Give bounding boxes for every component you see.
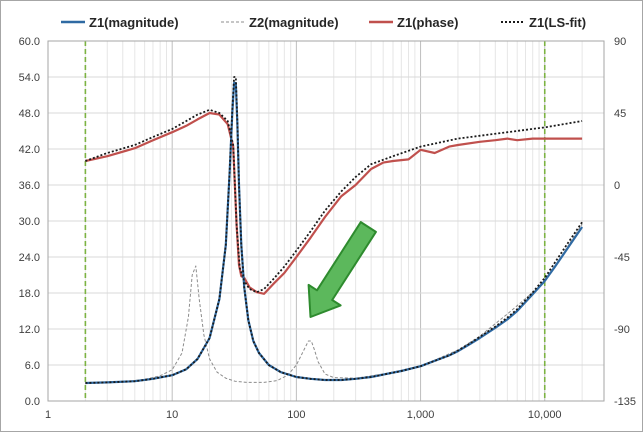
y2-tick-label: 0 <box>614 180 620 192</box>
series-line-z1-ls-fit-right-axis <box>85 108 583 294</box>
y-tick-label: 30.0 <box>19 216 40 228</box>
y-tick-label: 0.0 <box>25 396 40 408</box>
x-tick-label: 10 <box>166 409 178 421</box>
y-tick-label: 12.0 <box>19 324 40 336</box>
arrow-annotation-layer <box>307 221 377 318</box>
series-line-z1-magnitude-left-axis <box>85 81 584 385</box>
tick-labels: 0.0 6.0 12.0 18.0 24.0 30.0 36.0 42.0 48.0 54.0 60… <box>19 36 636 421</box>
legend-label: Z1(magnitude) <box>89 15 179 30</box>
series-line-z1-ls-fit-left-axis <box>85 76 583 384</box>
series-layer <box>85 76 584 385</box>
x-tick-label: 1,000 <box>407 409 435 421</box>
x-tick-label: 1 <box>45 409 51 421</box>
x-tick-label: 10,000 <box>528 409 562 421</box>
plot-area <box>47 40 605 402</box>
legend: Z1(magnitude) Z2(magnitude) Z1(phase) Z1(LS… <box>61 15 586 30</box>
y2-tick-label: 45 <box>614 108 626 120</box>
legend-item-z1-magnitude: Z1(magnitude) <box>61 15 179 30</box>
y2-tick-label: -90 <box>614 324 630 336</box>
y2-tick-label: -45 <box>614 252 630 264</box>
series-line-z1-phase-right-axis <box>85 111 583 295</box>
y-tick-label: 24.0 <box>19 252 40 264</box>
plot-area-border <box>47 40 605 402</box>
plot-gridlines <box>47 40 605 402</box>
y-tick-label: 48.0 <box>19 108 40 120</box>
legend-item-z1-phase: Z1(phase) <box>369 15 458 30</box>
y2-tick-label: 90 <box>614 36 626 48</box>
y-tick-label: 54.0 <box>19 72 40 84</box>
x-tick-label: 100 <box>287 409 305 421</box>
legend-item-z2-magnitude: Z2(magnitude) <box>221 15 339 30</box>
green-arrow-annotation <box>307 221 377 318</box>
y-tick-label: 42.0 <box>19 144 40 156</box>
legend-label: Z1(phase) <box>397 15 458 30</box>
legend-label: Z1(LS-fit) <box>529 15 586 30</box>
vertical-markers <box>84 41 546 401</box>
legend-label: Z2(magnitude) <box>249 15 339 30</box>
y-tick-label: 6.0 <box>25 360 40 372</box>
legend-item-z1-ls-fit: Z1(LS-fit) <box>501 15 586 30</box>
y-tick-label: 36.0 <box>19 180 40 192</box>
y2-tick-label: -135 <box>614 396 636 408</box>
y-tick-label: 60.0 <box>19 36 40 48</box>
y-tick-label: 18.0 <box>19 288 40 300</box>
